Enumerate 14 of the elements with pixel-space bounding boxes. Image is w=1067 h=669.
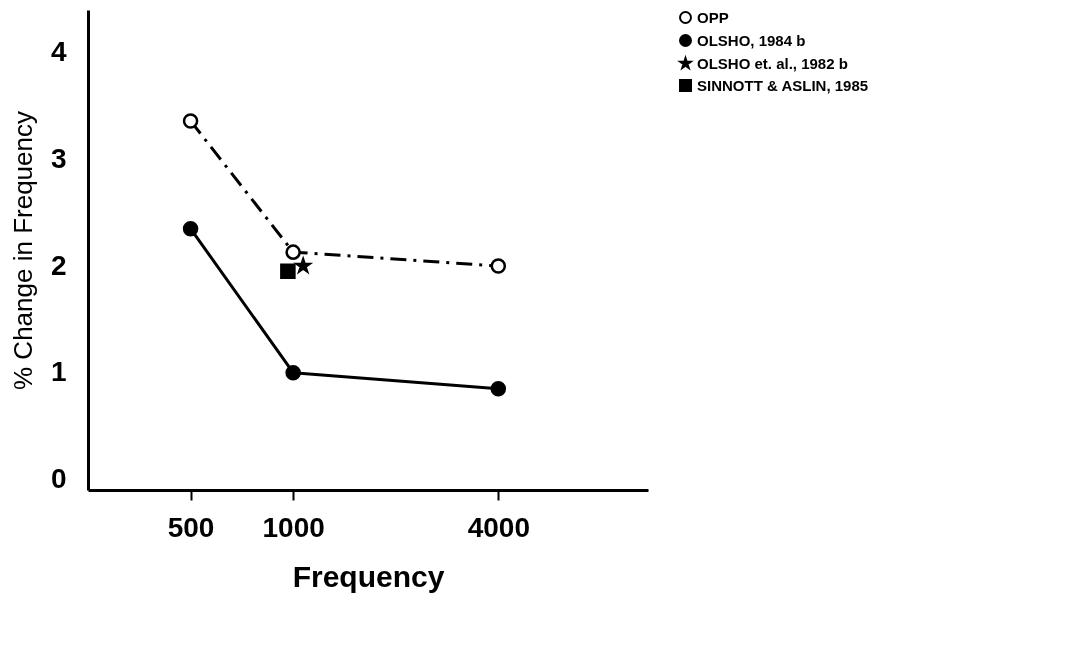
x-tick-label: 4000 [467,511,530,543]
legend-label: OLSHO et. al., 1982 b [697,54,848,72]
x-axis-title: Frequency [292,559,445,593]
legend-label: SINNOTT & ASLIN, 1985 [697,76,869,94]
y-tick-label: 0 [50,462,67,494]
y-tick-label: 2 [50,249,67,281]
y-tick-label: 1 [50,356,67,388]
y-tick-label: 3 [50,142,67,174]
x-tick-label: 500 [167,511,215,543]
legend-label: OLSHO, 1984 b [697,31,806,49]
y-axis-title: % Change in Frequency [7,111,38,390]
legend-label: OPP [697,8,729,26]
x-tick-label: 1000 [262,511,325,543]
y-tick-label: 4 [50,36,67,68]
